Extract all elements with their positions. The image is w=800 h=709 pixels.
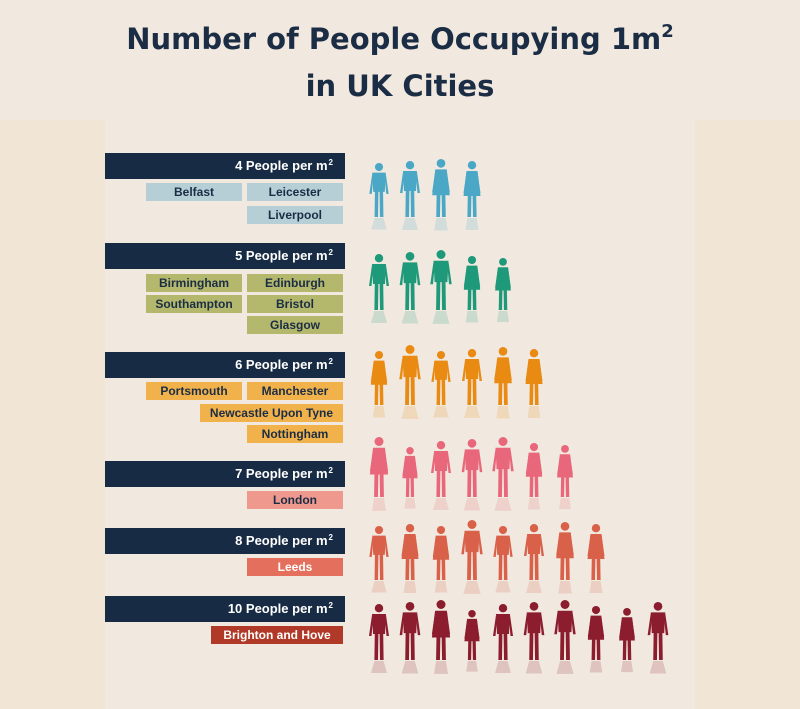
title-line-1: Number of People Occupying 1m (126, 22, 662, 56)
person-figure (523, 602, 545, 674)
person-figure (493, 526, 513, 593)
group-label: 5 People per m (235, 248, 328, 263)
person-figure (402, 447, 418, 509)
group-label: 10 People per m (227, 601, 328, 616)
person-figure (587, 606, 605, 673)
person-figure (587, 524, 605, 593)
group-label: 7 People per m (235, 466, 328, 481)
group-label-sup: 2 (328, 357, 333, 366)
group-label-sup: 2 (328, 601, 333, 610)
person-figure (492, 437, 514, 511)
city-tag-london: London (247, 491, 343, 509)
person-figure (463, 255, 481, 323)
city-tag-southampton: Southampton (146, 295, 242, 313)
person-figure (370, 351, 388, 418)
person-figure (525, 349, 543, 418)
city-tag-manchester: Manchester (247, 382, 343, 400)
person-figure (619, 608, 635, 673)
person-figure (432, 159, 450, 231)
group-bar-10: 10 People per m2 (105, 596, 345, 622)
group-label: 4 People per m (235, 158, 328, 173)
person-figure (369, 526, 389, 593)
person-figure (400, 161, 420, 230)
group-bar-7: 7 People per m2 (105, 461, 345, 487)
person-figure (461, 439, 483, 511)
person-figure (647, 602, 669, 674)
city-tag-liverpool: Liverpool (247, 206, 343, 224)
group-label-sup: 2 (328, 158, 333, 167)
person-figure (495, 258, 511, 323)
group-bar-8: 8 People per m2 (105, 528, 345, 554)
city-tag-brighton-and-hove: Brighton and Hove (211, 626, 343, 644)
person-figure (399, 602, 421, 674)
person-figure (431, 441, 451, 510)
title-superscript: 2 (661, 21, 674, 42)
person-figure (431, 351, 451, 418)
person-figure (461, 520, 483, 594)
city-tag-portsmouth: Portsmouth (146, 382, 242, 400)
person-figure (554, 600, 576, 674)
header (0, 0, 800, 120)
person-figure (401, 524, 419, 593)
chart-title: Number of People Occupying 1m2 in UK Cit… (0, 18, 800, 107)
group-bar-4: 4 People per m2 (105, 153, 345, 179)
person-figure (557, 445, 573, 510)
title-line-2: in UK Cities (305, 69, 495, 103)
group-label: 6 People per m (235, 357, 328, 372)
person-figure (493, 604, 513, 673)
group-label: 8 People per m (235, 533, 328, 548)
person-figure (462, 349, 482, 418)
person-figure (463, 161, 481, 230)
person-figure (399, 345, 421, 419)
person-figure (399, 252, 421, 324)
city-tag-glasgow: Glasgow (247, 316, 343, 334)
person-figure (369, 254, 389, 323)
group-bar-5: 5 People per m2 (105, 243, 345, 269)
person-figure (494, 347, 512, 419)
person-figure (464, 610, 480, 672)
city-tag-leeds: Leeds (247, 558, 343, 576)
city-tag-leicester: Leicester (247, 183, 343, 201)
person-figure (432, 526, 450, 593)
city-tag-newcastle: Newcastle Upon Tyne (200, 404, 343, 422)
person-figure (369, 604, 389, 673)
city-tag-edinburgh: Edinburgh (247, 274, 343, 292)
person-figure (431, 600, 451, 674)
person-figure (369, 163, 389, 230)
group-bar-6: 6 People per m2 (105, 352, 345, 378)
city-tag-bristol: Bristol (247, 295, 343, 313)
city-tag-nottingham: Nottingham (247, 425, 343, 443)
city-tag-birmingham: Birmingham (146, 274, 242, 292)
city-tag-belfast: Belfast (146, 183, 242, 201)
group-label-sup: 2 (328, 466, 333, 475)
person-figure (524, 524, 544, 593)
person-figure (556, 522, 574, 594)
person-figure (430, 250, 452, 324)
group-label-sup: 2 (328, 248, 333, 257)
person-figure (525, 443, 543, 510)
person-figure (369, 437, 389, 511)
group-label-sup: 2 (328, 533, 333, 542)
